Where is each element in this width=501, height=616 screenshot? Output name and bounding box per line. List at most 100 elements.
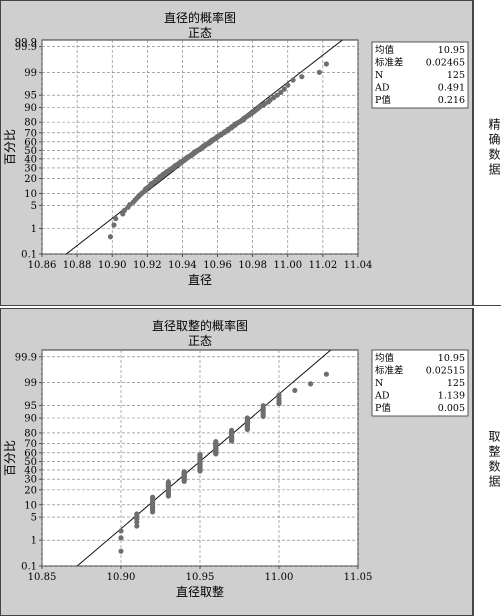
x-tick-label: 10.90 [107, 572, 136, 583]
chart-title: 直径取整的概率图 [152, 318, 248, 333]
y-tick-label: 60 [24, 137, 37, 148]
data-point [150, 494, 156, 500]
data-point [260, 403, 266, 409]
y-tick-label: 1 [31, 536, 37, 547]
y-tick-label: 1 [31, 224, 37, 235]
data-point [285, 82, 291, 88]
data-point [134, 511, 140, 517]
y-tick-label: 40 [24, 465, 37, 476]
data-point [229, 427, 235, 434]
data-point [213, 439, 219, 445]
data-point [299, 74, 305, 80]
stats-value: 0.491 [438, 83, 465, 94]
stats-value: 0.02465 [426, 58, 465, 69]
data-point [274, 92, 280, 98]
x-tick-label: 10.90 [98, 260, 127, 271]
y-tick-label: 99 [24, 68, 37, 79]
data-point [278, 89, 284, 96]
stats-box [371, 41, 469, 109]
x-tick-label: 10.92 [133, 260, 162, 271]
y-tick-label: 60 [24, 448, 37, 459]
x-axis-label: 直径 [188, 273, 212, 287]
y-tick-label: 10 [24, 500, 37, 511]
x-tick-label: 10.85 [28, 572, 57, 583]
y-tick-label: 80 [24, 118, 37, 129]
y-tick-label: 80 [24, 428, 37, 439]
data-point [111, 222, 117, 228]
x-tick-label: 10.98 [238, 260, 267, 271]
chart-subtitle: 正态 [188, 26, 212, 40]
data-point [121, 207, 128, 213]
y-tick-label: 90 [24, 103, 37, 114]
y-tick-label: 99.9 [15, 42, 37, 53]
data-point [113, 215, 119, 222]
y-tick-label: 10 [24, 189, 37, 200]
data-point [323, 61, 329, 67]
side-label-box-top: 精确数据 [473, 0, 501, 306]
side-label-box-bottom: 取整数据 [473, 308, 501, 616]
y-tick-label: 70 [24, 128, 37, 139]
x-tick-label: 11.00 [265, 572, 294, 583]
y-tick-label: 5 [31, 513, 37, 524]
data-point [107, 234, 114, 240]
data-point [118, 548, 124, 554]
stats-label: P值 [375, 94, 391, 106]
x-tick-label: 10.94 [168, 260, 197, 271]
y-tick-label: 30 [24, 475, 37, 486]
stats-label: N [375, 70, 383, 81]
data-point [316, 69, 322, 75]
y-tick-label: 20 [24, 485, 37, 496]
y-tick-label: 5 [31, 201, 37, 212]
data-point [134, 523, 140, 529]
y-axis-label: 百分比 [3, 440, 17, 476]
y-tick-label: 0.1 [21, 250, 37, 261]
stats-value: 0.02515 [426, 366, 465, 377]
y-tick-label: 50 [24, 146, 37, 157]
data-point [323, 371, 329, 377]
stats-value: 125 [447, 378, 465, 389]
x-tick-label: 10.88 [63, 260, 92, 271]
y-tick-label: 40 [24, 154, 37, 165]
side-label-top: 精确数据 [487, 118, 501, 178]
x-tick-label: 11.00 [273, 260, 302, 271]
y-tick-label: 95 [24, 401, 37, 412]
y-tick-label: 99 [24, 378, 37, 389]
data-point [292, 387, 298, 394]
chart-title: 直径的概率图 [164, 10, 236, 25]
stats-label: 标准差 [375, 365, 404, 377]
data-point [118, 535, 124, 541]
x-axis-label: 直径取整 [176, 584, 224, 599]
data-point [181, 469, 187, 475]
stats-value: 0.005 [438, 403, 465, 414]
data-point [165, 479, 171, 485]
stats-label: N [375, 378, 383, 389]
stats-box [371, 349, 469, 417]
y-tick-label: 90 [24, 414, 37, 425]
stats-label: 均值 [375, 352, 395, 364]
stats-label: 标准差 [375, 57, 404, 69]
x-tick-label: 11.05 [344, 572, 373, 583]
stats-value: 10.95 [438, 353, 465, 364]
stats-value: 10.95 [438, 45, 465, 56]
y-tick-label: 20 [24, 174, 37, 185]
data-point [290, 77, 296, 83]
y-tick-label: 70 [24, 439, 37, 450]
stats-label: 均值 [375, 44, 395, 56]
data-point [197, 451, 203, 458]
y-tick-label: 99.9 [15, 38, 37, 49]
y-tick-label: 30 [24, 163, 37, 174]
data-point [308, 381, 314, 387]
stats-value: 125 [447, 70, 465, 81]
stats-value: 1.139 [438, 391, 465, 402]
y-tick-label: 50 [24, 457, 37, 468]
stats-label: AD [374, 391, 390, 402]
chart-subtitle: 正态 [188, 334, 212, 348]
stats-value: 0.216 [438, 95, 465, 106]
x-tick-label: 10.96 [203, 260, 232, 271]
stats-label: AD [374, 83, 390, 94]
x-tick-label: 11.02 [309, 260, 338, 271]
data-point [118, 528, 124, 534]
x-tick-label: 11.04 [344, 260, 373, 271]
